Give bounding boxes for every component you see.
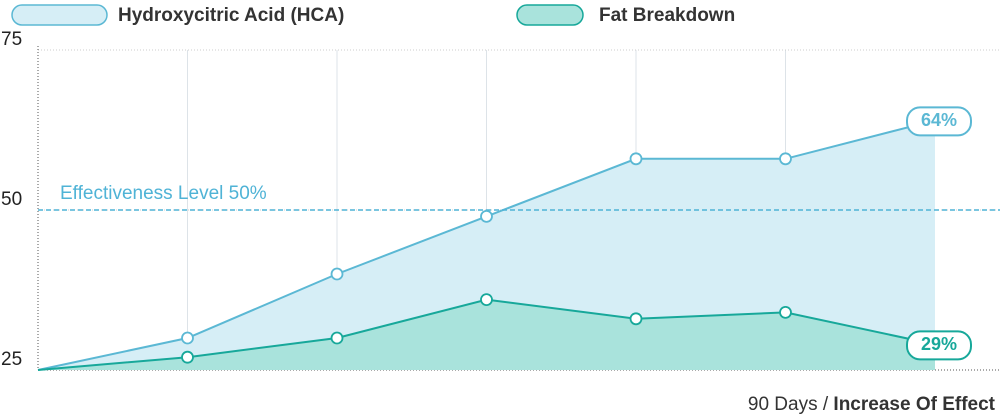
value-label-text: 64%: [921, 110, 957, 130]
point: [629, 312, 643, 326]
point: [330, 331, 344, 345]
legend-label: Fat Breakdown: [599, 5, 735, 26]
legend-swatch: [516, 4, 584, 26]
value-label-box: [906, 330, 972, 361]
legend-swatch: [11, 4, 108, 26]
legend-label: Hydroxycitric Acid (HCA): [118, 5, 344, 26]
point: [779, 305, 792, 319]
x-label-effect: Increase Of Effect: [833, 394, 995, 415]
value-label-box: [906, 106, 972, 137]
value-label: 29%: [906, 330, 972, 361]
value-label: 64%: [906, 106, 972, 137]
point: [181, 331, 194, 345]
area: [38, 299, 935, 370]
point: [181, 350, 194, 364]
y-tick-label: 50: [1, 189, 22, 210]
point: [629, 152, 643, 166]
x-axis-label: 90 Days / Increase Of Effect: [748, 394, 996, 415]
point: [330, 267, 344, 281]
area: [38, 120, 935, 371]
x-label-days: 90 Days /: [748, 394, 834, 415]
y-tick-label: 25: [1, 349, 22, 370]
y-tick-label: 75: [1, 29, 22, 50]
point: [480, 209, 493, 223]
reference-label: Effectiveness Level 50%: [60, 183, 267, 204]
point: [480, 293, 493, 307]
value-label-text: 29%: [921, 334, 957, 354]
point: [779, 152, 792, 166]
